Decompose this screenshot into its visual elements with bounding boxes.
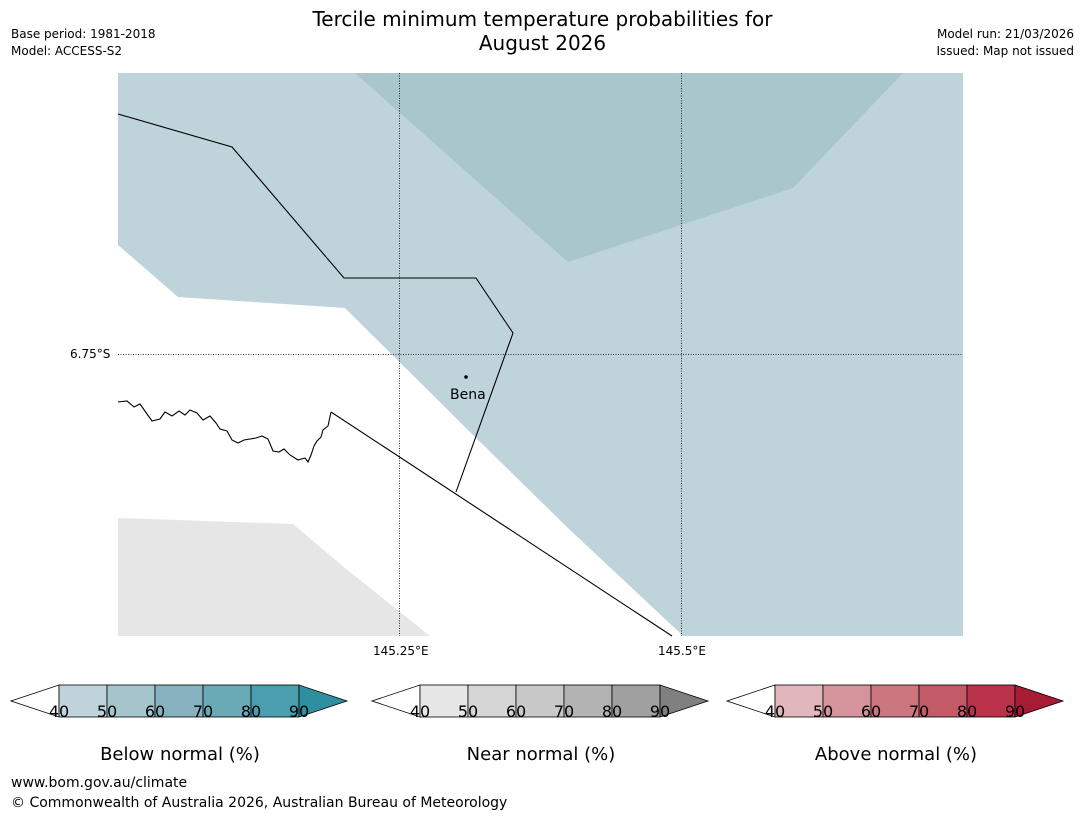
legend-tick: 50 [96,702,118,721]
legend-above-normal: 40 50 60 70 80 90 Above normal (%) [726,684,1066,765]
legend-tick: 90 [1004,702,1026,721]
colorbar-segment [563,684,613,718]
colorbar-segment [774,684,824,718]
bena-location-marker [464,375,468,379]
colorbar-arrow-high [298,684,349,718]
colorbar-segment [58,684,108,718]
legend-near-normal: 40 50 60 70 80 90 Near normal (%) [371,684,711,765]
map-canvas [117,73,963,637]
meta-right: Model run: 21/03/2026 Issued: Map not is… [936,26,1074,60]
legend-caption: Above normal (%) [814,744,978,765]
legend-tick: 80 [240,702,262,721]
legend-tick: 90 [649,702,671,721]
issued-status: Issued: Map not issued [936,44,1074,58]
colorbar-segment [611,684,661,718]
legend-tick: 60 [144,702,166,721]
legend-tick: 60 [505,702,527,721]
legend-tick: 40 [764,702,786,721]
legend-tick: 50 [457,702,479,721]
legend-tick: 60 [860,702,882,721]
legend-tick: 40 [409,702,431,721]
model-run: Model run: 21/03/2026 [936,27,1074,41]
colorbar-segment [515,684,565,718]
meta-left: Base period: 1981-2018 Model: ACCESS-S2 [11,26,156,60]
colorbar-segment [467,684,517,718]
place-label-bena: Bena [450,387,486,403]
title-line-1: Tercile minimum temperature probabilitie… [312,7,773,31]
lon-label-1: 145.25°E [373,644,429,658]
below-normal-50-60-region [355,73,903,262]
colorbar-segment [106,684,156,718]
river-line [117,400,332,464]
legend-tick: 80 [956,702,978,721]
colorbar-segment [419,684,469,718]
legend-tick: 70 [553,702,575,721]
colorbar-segment [154,684,204,718]
near-normal-40-50-region [118,518,430,636]
footer-copyright: © Commonwealth of Australia 2026, Austra… [11,795,508,811]
legend-caption: Near normal (%) [466,744,616,765]
legend-tick: 50 [812,702,834,721]
colorbar-below-normal [10,684,349,718]
colorbar-near-normal [371,684,710,718]
legend-tick: 80 [601,702,623,721]
footer-url[interactable]: www.bom.gov.au/climate [11,775,188,791]
colorbar-arrow-high [659,684,710,718]
legend-tick: 90 [288,702,310,721]
legend-tick: 70 [192,702,214,721]
legend-below-normal: 40 50 60 70 80 90 Below normal (%) [10,684,350,765]
legend-tick: 40 [48,702,70,721]
colorbar-segment [918,684,968,718]
lon-label-2: 145.5°E [658,644,706,658]
province-boundary-south [330,411,673,637]
colorbar-segment [870,684,920,718]
lat-label: 6.75°S [70,347,111,361]
legend-caption: Below normal (%) [100,744,260,765]
colorbar-arrow-high [1014,684,1065,718]
base-period: Base period: 1981-2018 [11,27,156,41]
province-boundary [117,113,514,493]
colorbar-above-normal [726,684,1065,718]
colorbar-segment [202,684,252,718]
colorbar-segment [966,684,1016,718]
map-title: Tercile minimum temperature probabilitie… [0,7,1085,55]
legend-tick: 70 [908,702,930,721]
title-line-2: August 2026 [478,31,607,55]
model-name: Model: ACCESS-S2 [11,44,123,58]
